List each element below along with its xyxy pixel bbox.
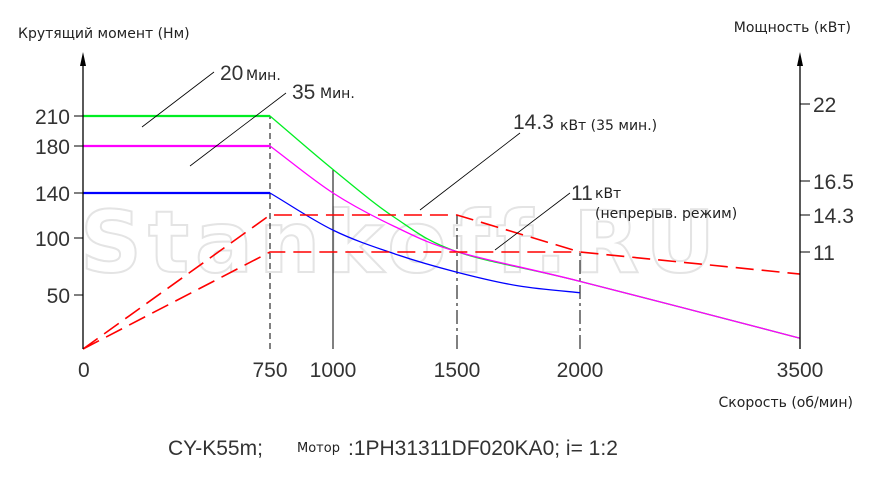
power-curve-1 — [82, 251, 580, 350]
y-tick-label: 100 — [35, 228, 70, 251]
x-tick-label: 3500 — [777, 359, 824, 382]
annotation-20-unit: Мин. — [246, 68, 281, 84]
x-axis-label: Скорость (об/мин) — [719, 395, 853, 411]
y2-tick-label: 14.3 — [813, 205, 854, 228]
y2-axis-label: Мощность (кВт) — [734, 20, 851, 36]
power-curve-0 — [82, 214, 801, 350]
y-tick-label: 180 — [35, 136, 70, 159]
y-tick-label: 210 — [35, 106, 70, 129]
x-tick-label: 0 — [78, 359, 90, 382]
annotation-35-num: 35 — [292, 81, 315, 104]
annotation-11-num: 11 — [571, 182, 593, 205]
x-tick-label: 1500 — [434, 359, 481, 382]
annotation-35-unit: Мин. — [320, 86, 355, 102]
y-axis-arrow-icon — [80, 52, 86, 66]
y-axis-label: Крутящий момент (Нм) — [18, 26, 190, 42]
y2-tick-label: 22 — [813, 94, 836, 117]
y-tick-label: 50 — [47, 285, 70, 308]
annotation-20-num: 20 — [220, 62, 243, 85]
footer-motor-label: Мотор — [297, 441, 340, 456]
y2-tick-label: 11 — [813, 242, 835, 265]
x-tick-label: 750 — [252, 359, 287, 382]
y2-axis-arrow-icon — [797, 52, 803, 66]
y-tick-label: 140 — [35, 183, 70, 206]
footer-model: CY-K55m; — [168, 437, 263, 460]
annotation-11-mode: (непрерыв. режим) — [595, 206, 737, 222]
x-tick-label: 1000 — [310, 359, 357, 382]
annotation-11-unit: кВт — [595, 186, 621, 202]
y2-tick-label: 16.5 — [813, 171, 854, 194]
annotation-14-3-num: 14.3 — [513, 111, 554, 134]
watermark: Stankoff.RU — [80, 193, 721, 293]
torque-curve-2 — [83, 192, 581, 294]
x-tick-label: 2000 — [557, 359, 604, 382]
footer-motor-value: :1PH31311DF020KA0; i= 1:2 — [348, 437, 618, 460]
annotation-14-3-unit: кВт (35 мин.) — [560, 118, 657, 134]
